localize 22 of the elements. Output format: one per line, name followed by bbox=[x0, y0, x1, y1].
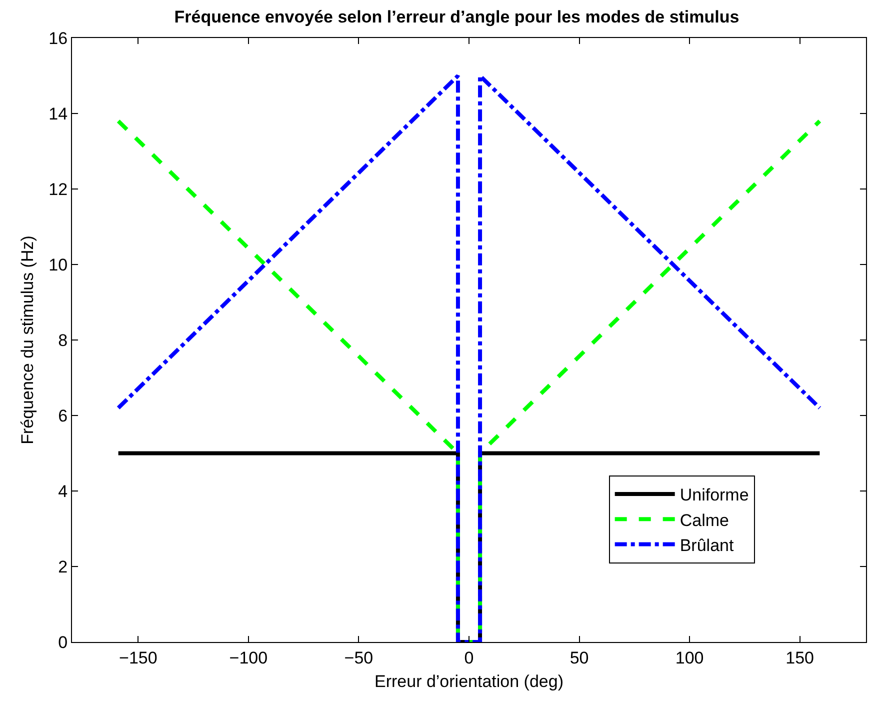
y-tick-label: 8 bbox=[58, 330, 68, 350]
x-tick-label: −150 bbox=[119, 648, 158, 668]
legend-label: Brûlant bbox=[680, 536, 734, 555]
y-tick-label: 0 bbox=[58, 632, 68, 652]
legend-label: Uniforme bbox=[680, 486, 749, 505]
y-tick-label: 12 bbox=[48, 180, 68, 199]
y-axis-title: Fréquence du stimulus (Hz) bbox=[18, 236, 38, 444]
y-tick-label: 2 bbox=[58, 557, 68, 576]
y-tick-label: 16 bbox=[48, 28, 68, 48]
chart-title: Fréquence envoyée selon l’erreur d’angle pour les modes de stimulus bbox=[174, 7, 740, 26]
legend-label: Calme bbox=[680, 510, 729, 530]
x-tick-label: −50 bbox=[344, 648, 374, 668]
x-tick-label: 0 bbox=[464, 648, 474, 668]
x-axis-title: Erreur d’orientation (deg) bbox=[374, 672, 564, 691]
y-tick-label: 14 bbox=[48, 104, 68, 124]
x-tick-label: 150 bbox=[786, 648, 814, 668]
y-tick-label: 6 bbox=[58, 406, 68, 426]
x-tick-label: 100 bbox=[675, 648, 704, 668]
y-tick-label: 10 bbox=[48, 255, 68, 274]
x-tick-label: −100 bbox=[229, 648, 268, 668]
y-tick-label: 4 bbox=[58, 482, 68, 501]
x-tick-label: 50 bbox=[570, 648, 589, 668]
